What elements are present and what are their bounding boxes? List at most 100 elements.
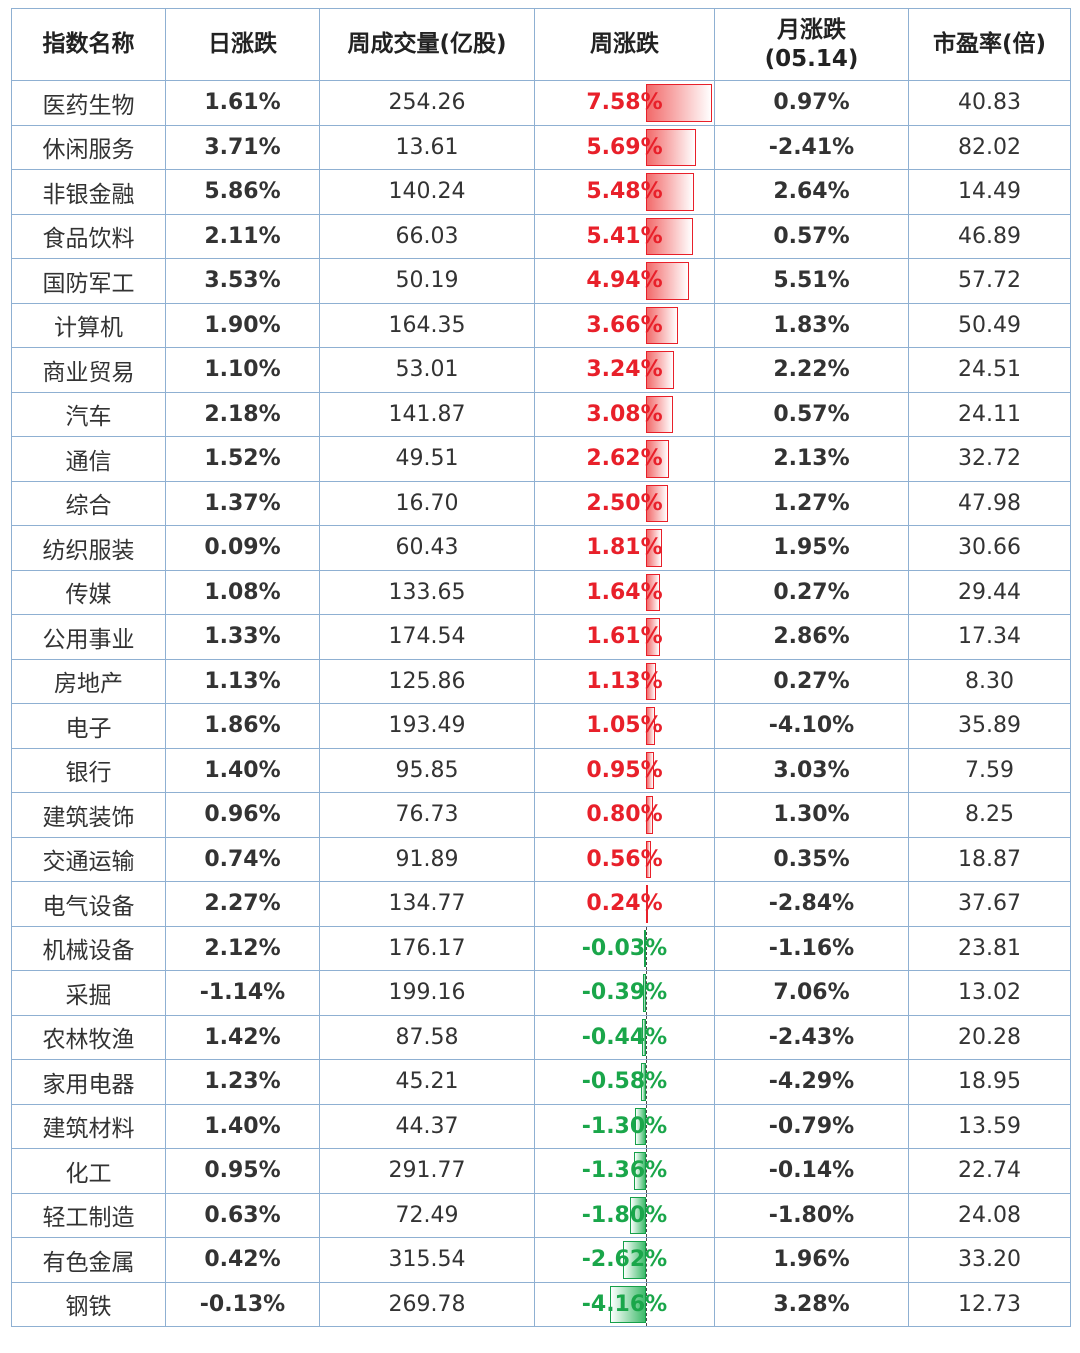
index-name-cell: 国防军工 [11, 258, 166, 304]
weekly-change-cell: 1.05% [534, 703, 715, 749]
table-row: 家用电器 1.23% 45.21 -0.58% -4.29% 18.95 [11, 1059, 1071, 1105]
table-row: 计算机 1.90% 164.35 3.66% 1.83% 50.49 [11, 302, 1071, 348]
daily-change-cell: 1.13% [165, 658, 320, 704]
monthly-change-cell: -1.16% [714, 925, 909, 971]
weekly-change-value: 0.95% [586, 757, 663, 783]
daily-change-cell: 1.61% [165, 80, 320, 126]
weekly-change-value: 2.62% [586, 446, 663, 472]
weekly-volume-cell: 134.77 [319, 881, 535, 927]
table-body: 医药生物 1.61% 254.26 7.58% 0.97% 40.83 休闲服务 3.71% 1… [11, 80, 1071, 1327]
daily-change-cell: 1.52% [165, 436, 320, 482]
pe-ratio-cell: 17.34 [908, 614, 1071, 660]
weekly-change-value: 0.56% [586, 846, 663, 872]
pe-ratio-cell: 12.73 [908, 1281, 1071, 1327]
monthly-change-cell: 3.28% [714, 1281, 909, 1327]
weekly-change-value: -1.80% [581, 1202, 668, 1228]
weekly-change-value: 1.81% [586, 535, 663, 561]
daily-change-cell: 0.09% [165, 525, 320, 571]
weekly-change-value: 4.94% [586, 268, 663, 294]
weekly-change-bar [623, 1241, 646, 1279]
index-name-cell: 医药生物 [11, 80, 166, 126]
weekly-change-bar [646, 395, 673, 433]
index-name-cell: 商业贸易 [11, 347, 166, 393]
weekly-volume-cell: 95.85 [319, 747, 535, 793]
weekly-volume-cell: 164.35 [319, 302, 535, 348]
weekly-change-bar [630, 1196, 646, 1234]
weekly-volume-cell: 13.61 [319, 124, 535, 170]
daily-change-cell: 1.40% [165, 1103, 320, 1149]
weekly-change-value: 1.61% [586, 624, 663, 650]
pe-ratio-cell: 40.83 [908, 80, 1071, 126]
pe-ratio-cell: 14.49 [908, 169, 1071, 215]
index-name-cell: 钢铁 [11, 1281, 166, 1327]
weekly-change-cell: 0.95% [534, 747, 715, 793]
table-row: 电子 1.86% 193.49 1.05% -4.10% 35.89 [11, 703, 1071, 749]
weekly-zero-axis [646, 1238, 647, 1282]
weekly-change-bar [646, 529, 662, 567]
weekly-change-cell: 3.08% [534, 391, 715, 437]
weekly-volume-cell: 60.43 [319, 525, 535, 571]
weekly-change-bar [642, 974, 646, 1012]
table-row: 电气设备 2.27% 134.77 0.24% -2.84% 37.67 [11, 881, 1071, 927]
weekly-change-value: -1.36% [581, 1158, 668, 1184]
header-monthly-label: 月涨跌 [777, 16, 846, 43]
weekly-change-bar [646, 306, 678, 344]
weekly-change-cell: 1.13% [534, 658, 715, 704]
index-name-cell: 家用电器 [11, 1059, 166, 1105]
weekly-volume-cell: 291.77 [319, 1148, 535, 1194]
weekly-volume-cell: 72.49 [319, 1192, 535, 1238]
monthly-change-cell: -2.84% [714, 881, 909, 927]
table-row: 综合 1.37% 16.70 2.50% 1.27% 47.98 [11, 480, 1071, 526]
weekly-volume-cell: 199.16 [319, 970, 535, 1016]
weekly-change-value: 5.41% [586, 223, 663, 249]
weekly-change-cell: 5.41% [534, 213, 715, 259]
weekly-change-cell: 3.66% [534, 302, 715, 348]
daily-change-cell: 3.71% [165, 124, 320, 170]
header-daily-change: 日涨跌 [165, 8, 320, 81]
weekly-volume-cell: 49.51 [319, 436, 535, 482]
daily-change-cell: 0.42% [165, 1237, 320, 1283]
header-pe-ratio: 市盈率(倍) [908, 8, 1071, 81]
weekly-change-cell: 3.24% [534, 347, 715, 393]
table-row: 建筑材料 1.40% 44.37 -1.30% -0.79% 13.59 [11, 1103, 1071, 1149]
weekly-change-cell: -4.16% [534, 1281, 715, 1327]
index-name-cell: 电气设备 [11, 881, 166, 927]
weekly-change-value: -4.16% [581, 1291, 668, 1317]
index-name-cell: 有色金属 [11, 1237, 166, 1283]
weekly-zero-axis [646, 1149, 647, 1193]
pe-ratio-cell: 20.28 [908, 1014, 1071, 1060]
monthly-change-cell: -4.29% [714, 1059, 909, 1105]
pe-ratio-cell: 18.87 [908, 836, 1071, 882]
header-monthly-change: 月涨跌 (05.14) [714, 8, 909, 81]
weekly-change-value: 3.08% [586, 401, 663, 427]
weekly-change-value: -0.03% [581, 935, 668, 961]
weekly-change-cell: 2.50% [534, 480, 715, 526]
daily-change-cell: 1.10% [165, 347, 320, 393]
weekly-change-cell: -0.39% [534, 970, 715, 1016]
pe-ratio-cell: 47.98 [908, 480, 1071, 526]
table-row: 钢铁 -0.13% 269.78 -4.16% 3.28% 12.73 [11, 1281, 1071, 1327]
weekly-change-bar [634, 1107, 646, 1145]
weekly-volume-cell: 16.70 [319, 480, 535, 526]
weekly-change-bar [646, 618, 661, 656]
index-name-cell: 轻工制造 [11, 1192, 166, 1238]
header-monthly-date: (05.14) [764, 45, 859, 72]
daily-change-cell: 1.33% [165, 614, 320, 660]
weekly-change-bar [646, 662, 656, 700]
index-name-cell: 计算机 [11, 302, 166, 348]
pe-ratio-cell: 46.89 [908, 213, 1071, 259]
index-name-cell: 传媒 [11, 569, 166, 615]
table-row: 化工 0.95% 291.77 -1.36% -0.14% 22.74 [11, 1148, 1071, 1194]
index-performance-table: 指数名称 日涨跌 周成交量(亿股) 周涨跌 月涨跌 (05.14) 市盈率(倍)… [11, 8, 1071, 1327]
table-row: 交通运输 0.74% 91.89 0.56% 0.35% 18.87 [11, 836, 1071, 882]
daily-change-cell: 1.37% [165, 480, 320, 526]
monthly-change-cell: 1.30% [714, 792, 909, 838]
pe-ratio-cell: 24.08 [908, 1192, 1071, 1238]
index-name-cell: 房地产 [11, 658, 166, 704]
daily-change-cell: 1.40% [165, 747, 320, 793]
daily-change-cell: 1.90% [165, 302, 320, 348]
monthly-change-cell: -0.79% [714, 1103, 909, 1149]
monthly-change-cell: 0.97% [714, 80, 909, 126]
daily-change-cell: 1.23% [165, 1059, 320, 1105]
weekly-change-bar [646, 262, 689, 300]
